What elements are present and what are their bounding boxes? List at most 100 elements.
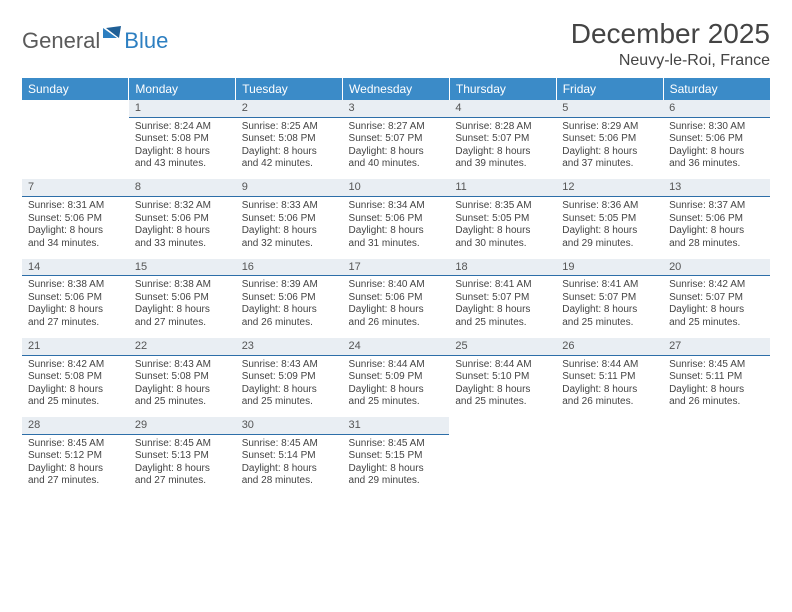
sunset-text: Sunset: 5:07 PM xyxy=(562,292,657,305)
daylight-text-1: Daylight: 8 hours xyxy=(562,225,657,238)
sunset-text: Sunset: 5:06 PM xyxy=(349,213,444,226)
day-data-cell: Sunrise: 8:38 AMSunset: 5:06 PMDaylight:… xyxy=(129,276,236,338)
day-data-cell xyxy=(663,434,770,496)
daylight-text-1: Daylight: 8 hours xyxy=(562,304,657,317)
daylight-text-2: and 33 minutes. xyxy=(135,238,230,251)
sunset-text: Sunset: 5:14 PM xyxy=(242,450,337,463)
week-daynum-row: 14151617181920 xyxy=(22,259,770,276)
day-number-cell: 21 xyxy=(22,338,129,355)
day-data-cell: Sunrise: 8:43 AMSunset: 5:09 PMDaylight:… xyxy=(236,355,343,417)
daylight-text-2: and 25 minutes. xyxy=(562,317,657,330)
daylight-text-1: Daylight: 8 hours xyxy=(349,463,444,476)
sunset-text: Sunset: 5:06 PM xyxy=(242,213,337,226)
sunset-text: Sunset: 5:06 PM xyxy=(669,133,764,146)
day-data-cell: Sunrise: 8:33 AMSunset: 5:06 PMDaylight:… xyxy=(236,197,343,259)
location-label: Neuvy-le-Roi, France xyxy=(571,52,770,70)
day-number-cell xyxy=(663,417,770,434)
day-data-cell: Sunrise: 8:34 AMSunset: 5:06 PMDaylight:… xyxy=(343,197,450,259)
sunrise-text: Sunrise: 8:34 AM xyxy=(349,200,444,213)
daylight-text-1: Daylight: 8 hours xyxy=(135,304,230,317)
sunset-text: Sunset: 5:06 PM xyxy=(349,292,444,305)
daylight-text-2: and 25 minutes. xyxy=(135,396,230,409)
page-title: December 2025 xyxy=(571,18,770,50)
sunrise-text: Sunrise: 8:45 AM xyxy=(28,438,123,451)
flag-icon xyxy=(103,24,123,47)
daylight-text-2: and 26 minutes. xyxy=(242,317,337,330)
daylight-text-2: and 25 minutes. xyxy=(669,317,764,330)
day-data-cell: Sunrise: 8:45 AMSunset: 5:11 PMDaylight:… xyxy=(663,355,770,417)
sunset-text: Sunset: 5:07 PM xyxy=(349,133,444,146)
week-daynum-row: 21222324252627 xyxy=(22,338,770,355)
calendar-table: Sunday Monday Tuesday Wednesday Thursday… xyxy=(22,78,770,496)
week-data-row: Sunrise: 8:38 AM Sunset: 5:06 PM Daylight:… xyxy=(22,276,770,338)
daylight-text-2: and 27 minutes. xyxy=(135,475,230,488)
week-daynum-row: 28293031 xyxy=(22,417,770,434)
title-block: December 2025 Neuvy-le-Roi, France xyxy=(571,18,770,70)
daylight-text-1: Daylight: 8 hours xyxy=(28,384,123,397)
day-number-cell: 24 xyxy=(343,338,450,355)
daylight-text-2: and 25 minutes. xyxy=(349,396,444,409)
logo: General Blue xyxy=(22,24,168,57)
sunrise-text: Sunrise: 8:29 AM xyxy=(562,121,657,134)
sunset-text: Sunset: 5:07 PM xyxy=(455,133,550,146)
daylight-text-2: and 27 minutes. xyxy=(135,317,230,330)
day-data-cell xyxy=(22,117,129,179)
daylight-text-1: Daylight: 8 hours xyxy=(28,463,123,476)
day-number-cell: 14 xyxy=(22,259,129,276)
day-number-cell: 20 xyxy=(663,259,770,276)
daylight-text-2: and 25 minutes. xyxy=(242,396,337,409)
daylight-text-2: and 28 minutes. xyxy=(669,238,764,251)
day-number-cell: 5 xyxy=(556,100,663,117)
day-data-cell: Sunrise: 8:44 AMSunset: 5:10 PMDaylight:… xyxy=(449,355,556,417)
daylight-text-1: Daylight: 8 hours xyxy=(242,463,337,476)
day-data-cell: Sunrise: 8:45 AMSunset: 5:13 PMDaylight:… xyxy=(129,434,236,496)
daylight-text-1: Daylight: 8 hours xyxy=(28,225,123,238)
sunrise-text: Sunrise: 8:38 AM xyxy=(135,279,230,292)
day-data-cell: Sunrise: 8:41 AMSunset: 5:07 PMDaylight:… xyxy=(449,276,556,338)
day-number-cell: 19 xyxy=(556,259,663,276)
sunrise-text: Sunrise: 8:28 AM xyxy=(455,121,550,134)
sunrise-text: Sunrise: 8:33 AM xyxy=(242,200,337,213)
day-number-cell: 1 xyxy=(129,100,236,117)
daylight-text-1: Daylight: 8 hours xyxy=(135,384,230,397)
daylight-text-1: Daylight: 8 hours xyxy=(135,146,230,159)
sunset-text: Sunset: 5:08 PM xyxy=(135,371,230,384)
day-data-cell xyxy=(449,434,556,496)
day-data-cell: Sunrise: 8:29 AMSunset: 5:06 PMDaylight:… xyxy=(556,117,663,179)
sunset-text: Sunset: 5:06 PM xyxy=(28,213,123,226)
sunrise-text: Sunrise: 8:42 AM xyxy=(669,279,764,292)
sunset-text: Sunset: 5:15 PM xyxy=(349,450,444,463)
daylight-text-2: and 37 minutes. xyxy=(562,158,657,171)
day-data-cell: Sunrise: 8:42 AMSunset: 5:07 PMDaylight:… xyxy=(663,276,770,338)
sunrise-text: Sunrise: 8:31 AM xyxy=(28,200,123,213)
day-data-cell: Sunrise: 8:36 AMSunset: 5:05 PMDaylight:… xyxy=(556,197,663,259)
daylight-text-1: Daylight: 8 hours xyxy=(242,225,337,238)
day-number-cell: 7 xyxy=(22,179,129,196)
day-number-cell xyxy=(22,100,129,117)
sunset-text: Sunset: 5:09 PM xyxy=(349,371,444,384)
daylight-text-1: Daylight: 8 hours xyxy=(669,225,764,238)
daylight-text-2: and 32 minutes. xyxy=(242,238,337,251)
sunset-text: Sunset: 5:13 PM xyxy=(135,450,230,463)
day-number-cell: 11 xyxy=(449,179,556,196)
week-data-row: Sunrise: 8:42 AMSunset: 5:08 PMDaylight:… xyxy=(22,355,770,417)
week-daynum-row: 78910111213 xyxy=(22,179,770,196)
daylight-text-1: Daylight: 8 hours xyxy=(455,146,550,159)
sunrise-text: Sunrise: 8:35 AM xyxy=(455,200,550,213)
day-number-cell: 13 xyxy=(663,179,770,196)
day-number-cell: 6 xyxy=(663,100,770,117)
sunset-text: Sunset: 5:11 PM xyxy=(669,371,764,384)
daylight-text-2: and 28 minutes. xyxy=(242,475,337,488)
daylight-text-2: and 43 minutes. xyxy=(135,158,230,171)
day-data-cell: Sunrise: 8:25 AMSunset: 5:08 PMDaylight:… xyxy=(236,117,343,179)
day-data-cell: Sunrise: 8:24 AMSunset: 5:08 PMDaylight:… xyxy=(129,117,236,179)
daylight-text-1: Daylight: 8 hours xyxy=(349,384,444,397)
sunrise-text: Sunrise: 8:27 AM xyxy=(349,121,444,134)
col-sunday: Sunday xyxy=(22,78,129,100)
sunrise-text: Sunrise: 8:25 AM xyxy=(242,121,337,134)
sunset-text: Sunset: 5:05 PM xyxy=(455,213,550,226)
sunrise-text: Sunrise: 8:43 AM xyxy=(135,359,230,372)
day-data-cell xyxy=(556,434,663,496)
daylight-text-1: Daylight: 8 hours xyxy=(349,225,444,238)
sunrise-text: Sunrise: 8:42 AM xyxy=(28,359,123,372)
